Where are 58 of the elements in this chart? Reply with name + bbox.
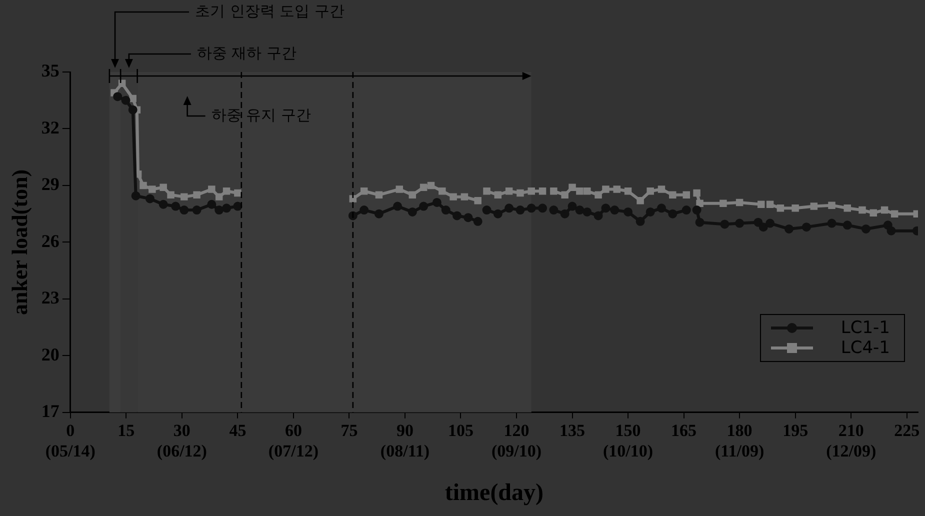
point	[464, 213, 473, 222]
point	[207, 200, 216, 209]
point	[754, 218, 763, 227]
point	[646, 207, 655, 216]
point	[473, 216, 482, 226]
point	[526, 204, 536, 213]
point	[886, 226, 896, 236]
point	[720, 220, 730, 229]
point	[171, 202, 180, 211]
point	[582, 207, 592, 216]
point	[695, 218, 704, 227]
point	[883, 220, 892, 230]
point	[214, 206, 224, 215]
point	[861, 224, 870, 234]
point	[758, 222, 768, 232]
point	[827, 218, 836, 228]
point	[360, 206, 369, 215]
point	[482, 206, 492, 215]
point	[113, 92, 122, 102]
point	[636, 216, 645, 226]
point	[121, 96, 130, 105]
point	[128, 105, 138, 114]
point	[432, 198, 442, 207]
point	[784, 224, 794, 234]
point	[493, 209, 502, 218]
point	[682, 206, 691, 215]
point	[575, 206, 584, 215]
point	[192, 206, 202, 215]
point	[668, 209, 678, 218]
point	[802, 222, 811, 232]
point	[692, 206, 702, 215]
point	[601, 204, 610, 213]
point	[419, 202, 428, 211]
point	[610, 206, 620, 215]
point	[233, 202, 242, 211]
point	[131, 191, 140, 200]
point	[656, 204, 666, 213]
point	[516, 206, 525, 215]
point	[145, 194, 154, 204]
point	[549, 206, 558, 215]
point	[222, 204, 232, 213]
point	[538, 204, 548, 213]
point	[441, 206, 450, 215]
point	[842, 220, 852, 230]
point	[624, 207, 633, 216]
point	[568, 202, 577, 211]
point	[594, 211, 603, 220]
point	[735, 218, 744, 228]
point	[393, 202, 402, 211]
point	[374, 209, 384, 218]
point	[452, 211, 462, 220]
point	[560, 209, 570, 218]
point	[766, 218, 775, 228]
point	[504, 204, 514, 213]
band-label: 하중 유지 구간	[211, 106, 311, 124]
point	[158, 200, 168, 209]
point	[408, 207, 417, 216]
point	[180, 206, 189, 215]
